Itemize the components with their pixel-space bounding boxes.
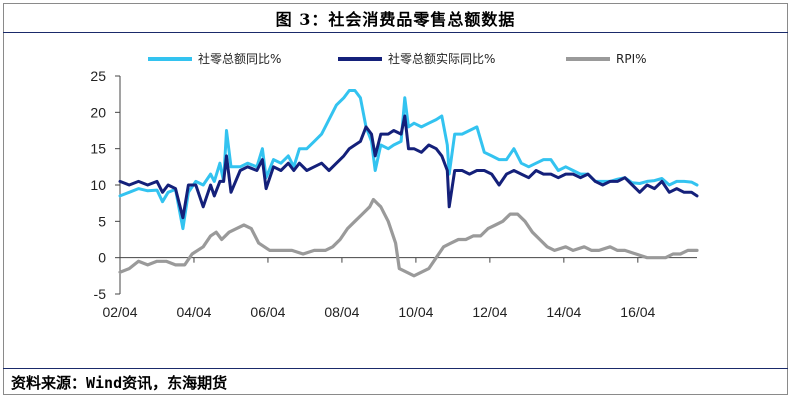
x-tick-label: 08/04 <box>324 304 359 320</box>
x-tick-label: 10/04 <box>398 304 433 320</box>
chart-legend: 社零总额同比% 社零总额实际同比% RPI% <box>148 51 647 66</box>
x-tick-label: 16/04 <box>620 304 655 320</box>
x-tick-label: 12/04 <box>472 304 507 320</box>
legend-label: 社零总额实际同比% <box>388 51 495 66</box>
y-tick-label: 0 <box>98 250 106 266</box>
y-tick-label: 10 <box>90 177 106 193</box>
x-tick-label: 14/04 <box>546 304 581 320</box>
y-tick-label: 5 <box>98 213 106 229</box>
figure-title: 图 3：社会消费品零售总额数据 <box>275 9 516 29</box>
y-tick-label: 20 <box>90 104 106 120</box>
y-tick-label: 15 <box>90 141 106 157</box>
series-line-real <box>118 114 699 220</box>
legend-label: RPI% <box>616 52 647 66</box>
legend-label: 社零总额同比% <box>198 51 281 66</box>
x-tick-label: 06/04 <box>250 304 285 320</box>
series-line-nominal <box>118 89 699 231</box>
x-tick-label: 04/04 <box>176 304 211 320</box>
source-text: 资料来源：Wind资讯，东海期货 <box>11 373 228 392</box>
source-bar: 资料来源：Wind资讯，东海期货 <box>3 368 788 395</box>
x-tick-label: 02/04 <box>102 304 137 320</box>
chart-axes: 25 20 15 10 5 0 -5 02/04 04/04 06/04 08/04 10/04 12/… <box>90 68 697 320</box>
chart-series-layer <box>118 89 699 278</box>
series-line-rpi <box>118 197 699 278</box>
y-tick-label: 25 <box>90 68 106 84</box>
figure-title-bar: 图 3：社会消费品零售总额数据 <box>3 3 788 33</box>
figure-frame <box>3 3 788 395</box>
y-tick-label: -5 <box>94 286 107 302</box>
